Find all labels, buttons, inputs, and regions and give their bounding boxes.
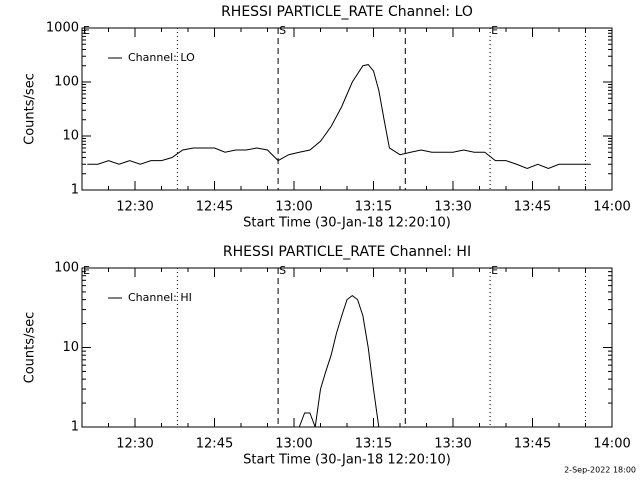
y-tick-label: 100	[54, 75, 79, 90]
data-line	[87, 64, 591, 170]
x-tick-label: 13:45	[514, 437, 551, 452]
y-tick-label: 10	[62, 340, 79, 355]
y-tick-label: 100	[54, 261, 79, 276]
x-axis-label: Start Time (30-Jan-18 12:20:10)	[243, 216, 451, 231]
legend-label: Channel: HI	[128, 291, 192, 304]
y-tick-label: 1	[71, 183, 79, 198]
time-marker-label: S	[279, 24, 286, 37]
x-tick-label: 12:45	[196, 200, 233, 215]
y-tick-label: 1000	[46, 21, 79, 36]
y-tick-label: 10	[62, 129, 79, 144]
y-axis-label: Counts/sec	[23, 312, 38, 384]
chart-title: RHESSI PARTICLE_RATE Channel: HI	[223, 244, 471, 260]
x-tick-label: 14:00	[593, 200, 630, 215]
y-axis-label: Counts/sec	[23, 73, 38, 145]
x-tick-label: 13:30	[434, 200, 471, 215]
x-tick-label: 14:00	[593, 437, 630, 452]
legend-label: Channel: LO	[128, 51, 195, 64]
data-line	[298, 294, 380, 428]
time-marker-label: S	[279, 264, 286, 277]
footer: 2-Sep-2022 18:00	[564, 466, 636, 475]
x-tick-label: 13:15	[355, 200, 392, 215]
chart-title: RHESSI PARTICLE_RATE Channel: LO	[221, 4, 473, 20]
x-tick-label: 12:45	[196, 437, 233, 452]
x-tick-label: 12:30	[116, 437, 153, 452]
time-marker-label: E	[491, 264, 498, 277]
x-axis-label: Start Time (30-Jan-18 12:20:10)	[243, 453, 451, 468]
time-marker-label: E	[83, 264, 90, 277]
x-tick-label: 12:30	[116, 200, 153, 215]
x-tick-label: 13:30	[434, 437, 471, 452]
x-tick-label: 13:00	[275, 437, 312, 452]
time-marker-label: E	[491, 24, 498, 37]
x-tick-label: 13:45	[514, 200, 551, 215]
x-tick-label: 13:00	[275, 200, 312, 215]
x-tick-label: 13:15	[355, 437, 392, 452]
y-tick-label: 1	[71, 420, 79, 435]
time-marker-label: E	[83, 24, 90, 37]
